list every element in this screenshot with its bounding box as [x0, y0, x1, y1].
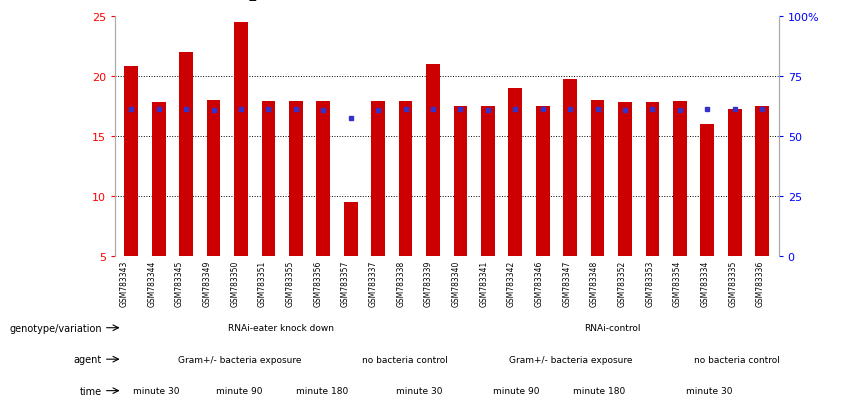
Text: GSM783354: GSM783354	[673, 260, 682, 306]
Text: GSM783344: GSM783344	[147, 260, 157, 306]
Text: minute 30: minute 30	[396, 386, 443, 395]
Text: minute 90: minute 90	[216, 386, 263, 395]
Bar	[317, 102, 330, 256]
Text: time: time	[80, 386, 102, 396]
Text: Gram+/- bacteria exposure: Gram+/- bacteria exposure	[510, 355, 633, 364]
Bar	[399, 102, 413, 256]
Text: GSM783341: GSM783341	[479, 260, 488, 306]
Text: GSM783340: GSM783340	[452, 260, 460, 306]
Text: GSM783356: GSM783356	[313, 260, 323, 306]
Bar	[152, 103, 166, 256]
Bar	[261, 102, 276, 256]
Bar	[646, 103, 660, 256]
Text: GSM783345: GSM783345	[175, 260, 184, 306]
Bar	[289, 102, 303, 256]
Text: GSM783335: GSM783335	[728, 260, 737, 306]
Bar	[234, 22, 248, 256]
Bar	[536, 106, 550, 256]
Bar	[180, 52, 193, 256]
Text: GSM783348: GSM783348	[590, 260, 599, 306]
Bar	[756, 106, 769, 256]
Text: GSM783337: GSM783337	[368, 260, 378, 306]
Bar	[371, 102, 385, 256]
Text: no bacteria control: no bacteria control	[363, 355, 448, 364]
Bar	[426, 64, 440, 256]
Text: RNAi-control: RNAi-control	[585, 323, 641, 332]
Text: minute 30: minute 30	[133, 386, 180, 395]
Text: GSM783349: GSM783349	[203, 260, 212, 306]
Text: GSM783347: GSM783347	[563, 260, 571, 306]
Text: GSM783334: GSM783334	[700, 260, 710, 306]
Text: GSM783351: GSM783351	[258, 260, 267, 306]
Text: GSM783357: GSM783357	[341, 260, 350, 306]
Text: minute 30: minute 30	[686, 386, 733, 395]
Bar	[700, 124, 714, 256]
Bar	[618, 103, 632, 256]
Text: GSM783339: GSM783339	[424, 260, 433, 306]
Text: minute 180: minute 180	[296, 386, 348, 395]
Text: Gram+/- bacteria exposure: Gram+/- bacteria exposure	[178, 355, 301, 364]
Bar	[344, 202, 357, 256]
Text: GSM783353: GSM783353	[645, 260, 654, 306]
Text: GSM783338: GSM783338	[397, 260, 405, 306]
Bar	[591, 100, 604, 256]
Text: GSM783352: GSM783352	[618, 260, 626, 306]
Text: GSM783350: GSM783350	[231, 260, 239, 306]
Text: GSM783346: GSM783346	[534, 260, 544, 306]
Bar	[207, 100, 220, 256]
Bar	[728, 110, 741, 256]
Text: GSM783355: GSM783355	[286, 260, 294, 306]
Text: genotype/variation: genotype/variation	[9, 323, 102, 333]
Bar	[673, 102, 687, 256]
Bar	[124, 67, 138, 256]
Bar	[454, 106, 467, 256]
Text: minute 180: minute 180	[573, 386, 625, 395]
Text: GSM783336: GSM783336	[756, 260, 765, 306]
Bar	[563, 80, 577, 256]
Bar	[481, 106, 494, 256]
Bar	[509, 88, 523, 256]
Text: GSM783343: GSM783343	[120, 260, 129, 306]
Text: GSM783342: GSM783342	[507, 260, 516, 306]
Text: no bacteria control: no bacteria control	[694, 355, 780, 364]
Text: RNAi-eater knock down: RNAi-eater knock down	[228, 323, 334, 332]
Text: minute 90: minute 90	[493, 386, 540, 395]
Text: agent: agent	[74, 354, 102, 364]
